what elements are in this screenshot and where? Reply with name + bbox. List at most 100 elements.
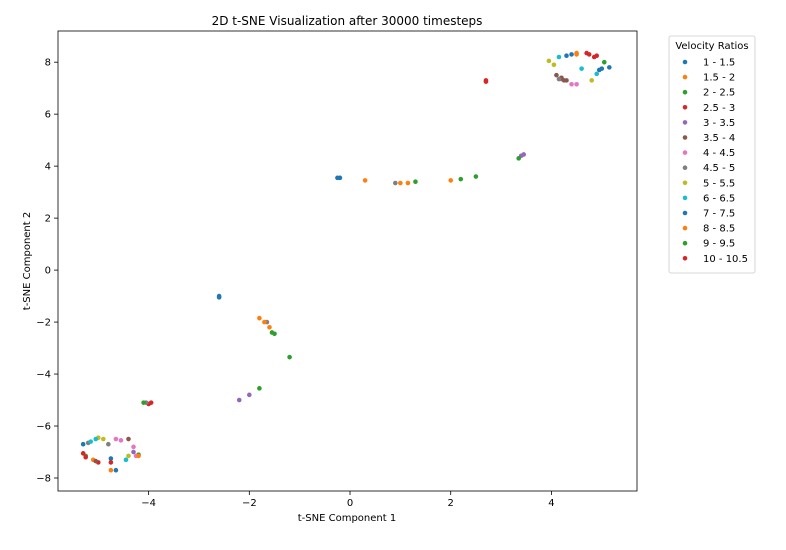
data-point — [564, 78, 569, 83]
legend-marker — [682, 135, 688, 140]
data-point — [257, 315, 262, 321]
data-point — [398, 180, 403, 186]
y-axis-label: t-SNE Component 2 — [22, 212, 33, 310]
y-tick-label: 4 — [45, 162, 51, 173]
data-point — [458, 176, 464, 182]
plot-area: −4 −2 0 2 4 −8 −6 −4 −2 0 2 4 6 8 — [36, 30, 638, 509]
data-point — [413, 179, 418, 185]
data-point — [262, 319, 267, 325]
data-points — [80, 50, 612, 473]
data-point — [267, 324, 272, 330]
legend-marker — [682, 195, 688, 201]
legend-entry-label: 8 - 8.5 — [703, 224, 735, 235]
legend-marker — [682, 150, 688, 155]
data-point — [257, 386, 262, 391]
data-point — [113, 467, 119, 473]
y-tick-label: −8 — [36, 474, 51, 485]
data-point — [521, 152, 527, 157]
legend-marker — [682, 105, 688, 110]
data-point — [556, 54, 562, 60]
data-point — [118, 438, 124, 443]
y-tick-label: 8 — [45, 58, 51, 69]
data-point — [393, 180, 398, 186]
data-point — [574, 81, 579, 87]
legend-entry-label: 3 - 3.5 — [703, 118, 735, 129]
data-point — [362, 178, 368, 183]
chart-title: 2D t-SNE Visualization after 30000 times… — [212, 14, 483, 28]
data-point — [579, 66, 584, 71]
data-point — [589, 78, 594, 83]
data-point — [148, 400, 154, 405]
y-tick-label: 6 — [45, 110, 51, 121]
data-point — [584, 50, 589, 56]
legend-entry-label: 1.5 - 2 — [703, 73, 735, 84]
data-point — [108, 456, 114, 461]
data-point — [247, 392, 252, 398]
data-point — [80, 441, 86, 447]
legend-title: Velocity Ratios — [675, 41, 748, 52]
data-point — [113, 436, 119, 442]
legend-entry-label: 4 - 4.5 — [703, 148, 735, 159]
data-point — [108, 460, 114, 465]
data-point — [483, 78, 489, 83]
data-point — [556, 76, 562, 82]
data-point — [216, 293, 222, 299]
x-tick-label: 0 — [347, 498, 353, 509]
legend-entry-label: 2 - 2.5 — [703, 88, 735, 99]
data-point — [83, 454, 88, 460]
y-tick-label: −6 — [36, 422, 51, 433]
data-point — [269, 330, 275, 335]
data-point — [141, 400, 146, 405]
data-point — [287, 354, 292, 360]
legend-marker — [682, 180, 688, 186]
x-tick-label: −4 — [141, 498, 156, 509]
legend-marker — [682, 240, 688, 246]
data-point — [564, 53, 569, 58]
data-point — [448, 178, 454, 183]
data-point — [335, 175, 340, 181]
legend-items: 1 - 1.5 1.5 - 2 2 - 2.5 2.5 - 3 3 - 3.5 3.5 -… — [682, 58, 748, 265]
data-point — [101, 436, 106, 442]
data-point — [569, 52, 574, 57]
legend-entry-label: 3.5 - 4 — [703, 133, 735, 144]
legend-marker — [682, 225, 688, 231]
data-point — [594, 71, 600, 77]
legend-entry-label: 2.5 - 3 — [703, 103, 735, 114]
y-tick-label: −4 — [36, 370, 51, 381]
data-point — [106, 441, 111, 447]
legend-entry-label: 6 - 6.5 — [703, 193, 735, 204]
data-point — [473, 174, 479, 179]
data-point — [546, 58, 552, 64]
data-point — [405, 180, 411, 186]
data-point — [607, 65, 612, 70]
data-point — [126, 436, 131, 442]
data-point — [108, 467, 114, 473]
legend-entry-label: 9 - 9.5 — [703, 239, 735, 250]
legend-marker — [682, 210, 688, 216]
legend-entry-label: 10 - 10.5 — [703, 254, 748, 265]
y-tick-label: 0 — [45, 266, 51, 277]
data-point — [88, 439, 94, 444]
legend-marker — [682, 120, 688, 125]
data-point — [80, 451, 86, 456]
y-tick-label: −2 — [36, 318, 51, 329]
legend-marker — [682, 165, 688, 170]
legend-marker — [682, 89, 688, 95]
x-axis-label: t-SNE Component 1 — [298, 513, 396, 524]
data-point — [574, 50, 579, 56]
data-point — [594, 53, 600, 58]
data-point — [516, 156, 521, 161]
legend-marker — [682, 74, 688, 80]
data-point — [131, 444, 136, 450]
legend: Velocity Ratios 1 - 1.5 1.5 - 2 2 - 2.5 2.5… — [668, 35, 756, 274]
data-point — [599, 66, 605, 71]
data-point — [93, 436, 99, 442]
y-tick-label: 2 — [45, 214, 51, 225]
legend-entry-label: 7 - 7.5 — [703, 209, 735, 220]
x-tick-label: 2 — [448, 498, 454, 509]
data-point — [123, 457, 129, 463]
data-point — [126, 453, 131, 459]
y-axis-ticks: −8 −6 −4 −2 0 2 4 6 8 — [36, 58, 58, 485]
legend-entry-label: 4.5 - 5 — [703, 163, 735, 174]
